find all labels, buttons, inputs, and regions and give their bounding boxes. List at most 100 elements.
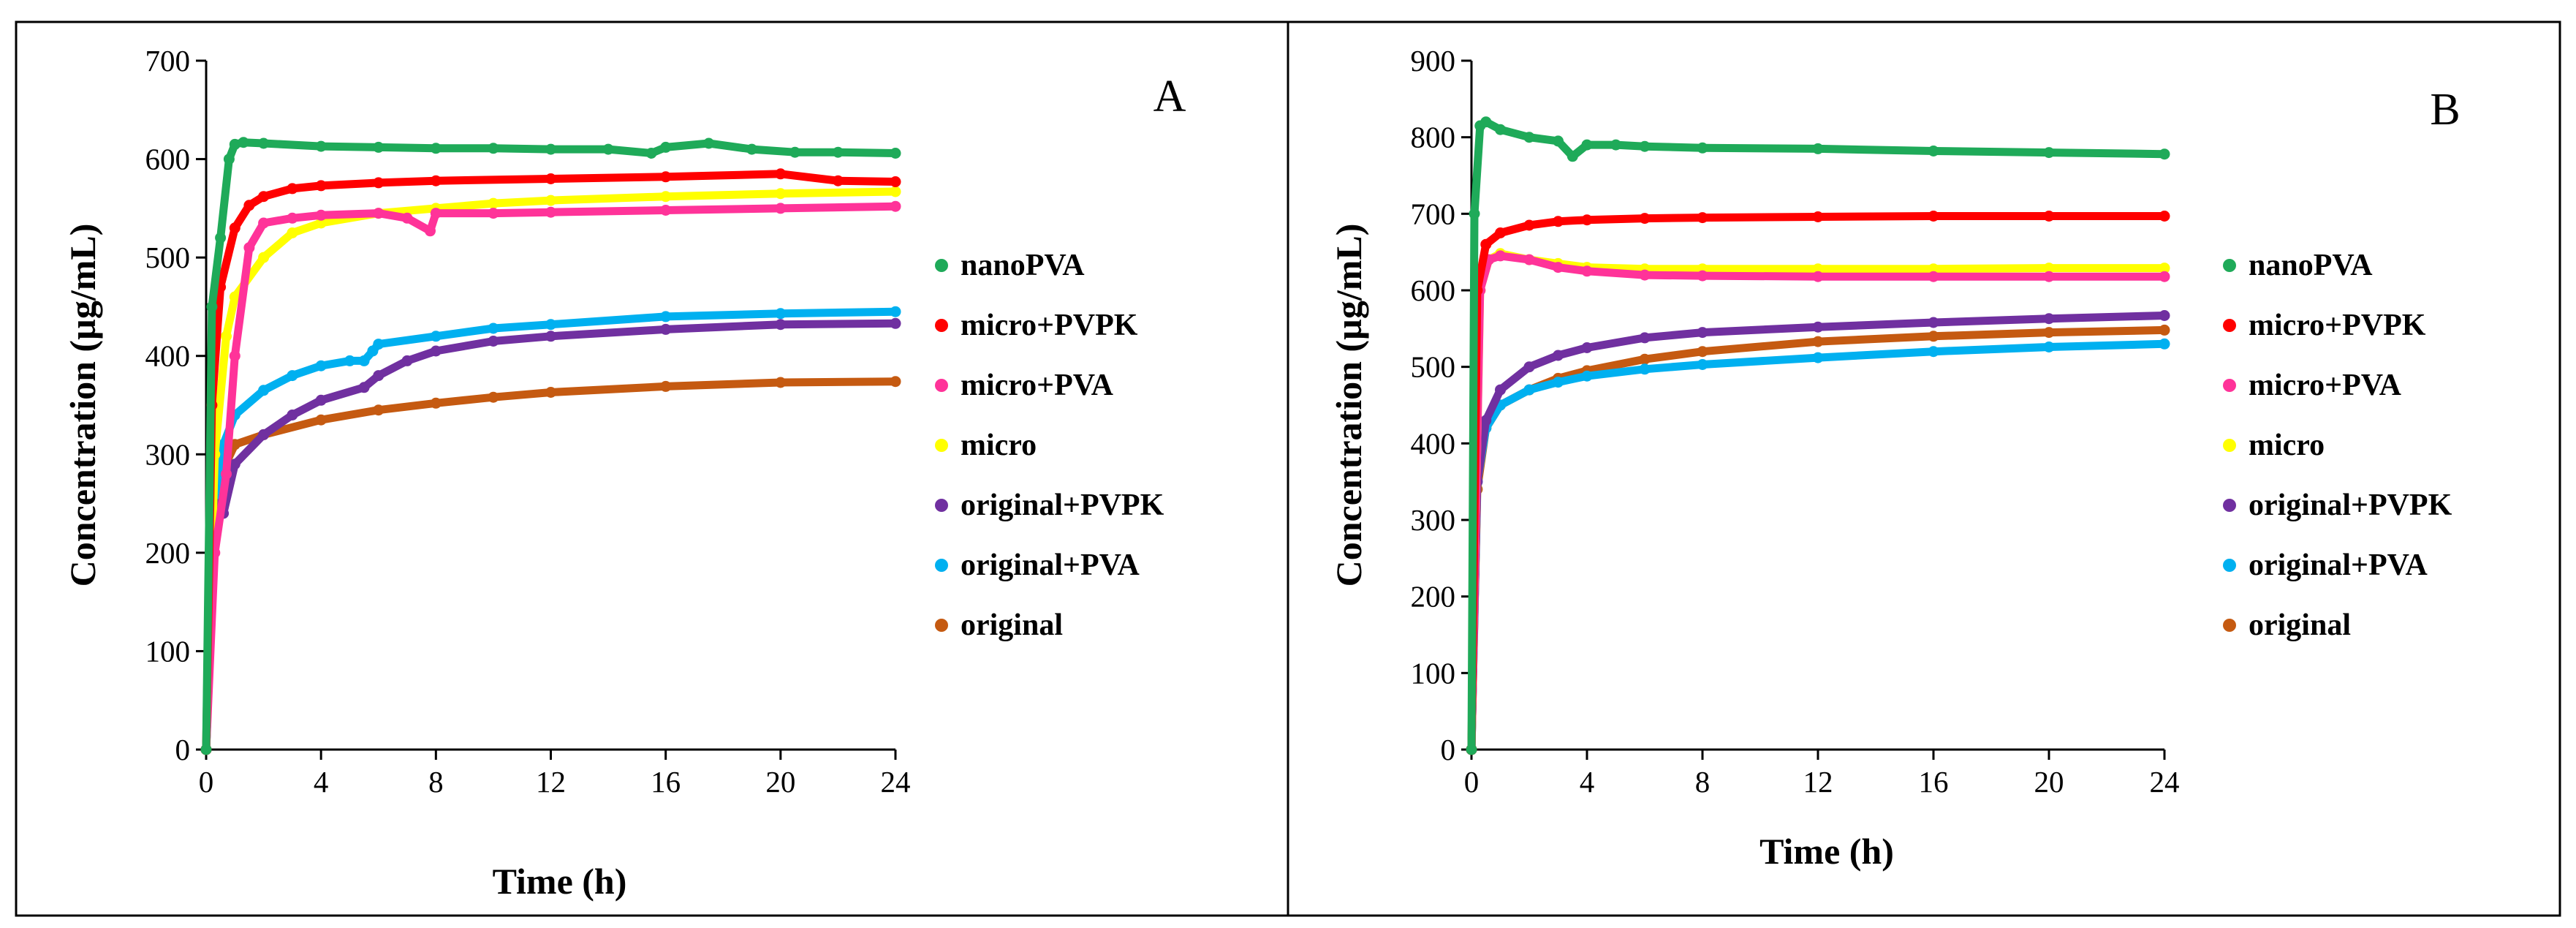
series-micro+PVPK	[200, 168, 901, 755]
data-point	[315, 360, 327, 371]
y-tick-label: 100	[145, 634, 191, 668]
data-point	[890, 176, 901, 187]
data-point	[1639, 353, 1651, 365]
x-tick-label: 24	[2150, 765, 2180, 799]
y-tick-label: 0	[1441, 733, 1456, 766]
data-point	[1812, 263, 1824, 275]
data-point	[1639, 363, 1651, 375]
x-tick-label: 4	[314, 765, 329, 799]
data-point	[890, 200, 901, 212]
data-point	[2159, 148, 2170, 160]
data-point	[221, 468, 232, 480]
data-point	[660, 205, 672, 216]
data-point	[545, 206, 556, 218]
data-point	[258, 429, 270, 440]
data-point	[660, 311, 672, 322]
data-point	[2159, 271, 2170, 282]
x-tick-label: 0	[199, 765, 214, 799]
legend-label: original+PVA	[961, 548, 1140, 582]
data-point	[258, 385, 270, 396]
data-point	[315, 394, 327, 406]
legend-label: micro+PVA	[961, 369, 1114, 402]
legend-label: nanoPVA	[961, 249, 1085, 282]
data-point	[2043, 263, 2055, 274]
legend-item: nanoPVA	[2223, 249, 2373, 282]
x-tick-label: 20	[765, 765, 795, 799]
data-point	[660, 141, 672, 153]
data-point	[287, 410, 298, 420]
data-point	[229, 222, 240, 234]
series-original+PVPK	[200, 317, 901, 755]
data-point	[1567, 151, 1578, 162]
data-point	[1812, 352, 1824, 363]
legend-label: micro+PVA	[2249, 369, 2402, 402]
legend-marker	[935, 439, 948, 452]
legend-item: original+PVPK	[2223, 488, 2452, 522]
data-point	[775, 308, 787, 320]
data-point	[229, 459, 240, 470]
data-point	[775, 168, 787, 180]
data-point	[287, 227, 298, 238]
legend-item: micro	[2223, 429, 2325, 462]
data-point	[315, 180, 327, 192]
data-point	[1480, 116, 1492, 128]
data-point	[1553, 216, 1564, 227]
data-point	[488, 143, 499, 154]
series-micro+PVPK	[1466, 211, 2170, 755]
data-point	[1495, 124, 1506, 135]
x-tick-label: 16	[1919, 765, 1949, 799]
x-tick-label: 8	[1695, 765, 1711, 799]
data-point	[373, 404, 384, 416]
data-point	[1697, 270, 1708, 282]
legend-marker	[2223, 259, 2236, 272]
legend-marker	[2223, 619, 2236, 632]
data-point	[373, 177, 384, 189]
data-point	[488, 208, 499, 219]
legend-item: original+PVPK	[935, 488, 1164, 522]
data-point	[1697, 346, 1708, 358]
data-point	[315, 140, 327, 152]
data-point	[1553, 350, 1564, 361]
series-nanoPVA	[1466, 116, 2170, 755]
x-tick-label: 20	[2034, 765, 2064, 799]
legend-item: original+PVA	[2223, 548, 2428, 582]
y-tick-label: 400	[145, 339, 191, 373]
data-point	[2159, 263, 2170, 274]
data-point	[430, 143, 442, 154]
data-point	[1812, 143, 1824, 154]
data-point	[1928, 346, 1939, 358]
data-point	[200, 744, 212, 755]
data-point	[315, 209, 327, 221]
legend-marker	[935, 379, 948, 392]
y-tick-label: 500	[145, 241, 191, 274]
legend-item: micro+PVA	[935, 369, 1114, 402]
y-tick-label: 600	[145, 143, 191, 176]
legend-item: original	[2223, 608, 2351, 642]
legend-label: micro	[961, 429, 1037, 462]
y-tick-label: 900	[1411, 44, 1456, 78]
data-point	[1523, 384, 1535, 396]
data-point	[545, 173, 556, 184]
data-point	[1812, 321, 1824, 333]
data-point	[430, 345, 442, 357]
data-point	[373, 141, 384, 153]
data-point	[1928, 271, 1939, 282]
data-point	[2043, 342, 2055, 352]
data-point	[258, 137, 270, 149]
data-point	[775, 188, 787, 200]
y-axis-title: Concentration (µg/mL)	[1328, 224, 1369, 587]
legend-label: micro+PVPK	[961, 309, 1138, 342]
data-point	[1495, 384, 1506, 396]
x-tick-label: 8	[428, 765, 444, 799]
panel-a: 0 100 200 300 400 500 600 700 0 4 8 12 16 20 24 Time (h…	[62, 44, 1186, 902]
data-point	[2043, 147, 2055, 159]
data-point	[775, 319, 787, 331]
data-point	[1495, 227, 1506, 238]
data-point	[1495, 250, 1506, 262]
data-point	[1639, 332, 1651, 344]
data-point	[401, 355, 413, 366]
data-point	[488, 336, 499, 347]
data-point	[1812, 211, 1824, 222]
data-point	[545, 143, 556, 155]
x-tick-label: 12	[1803, 765, 1833, 799]
